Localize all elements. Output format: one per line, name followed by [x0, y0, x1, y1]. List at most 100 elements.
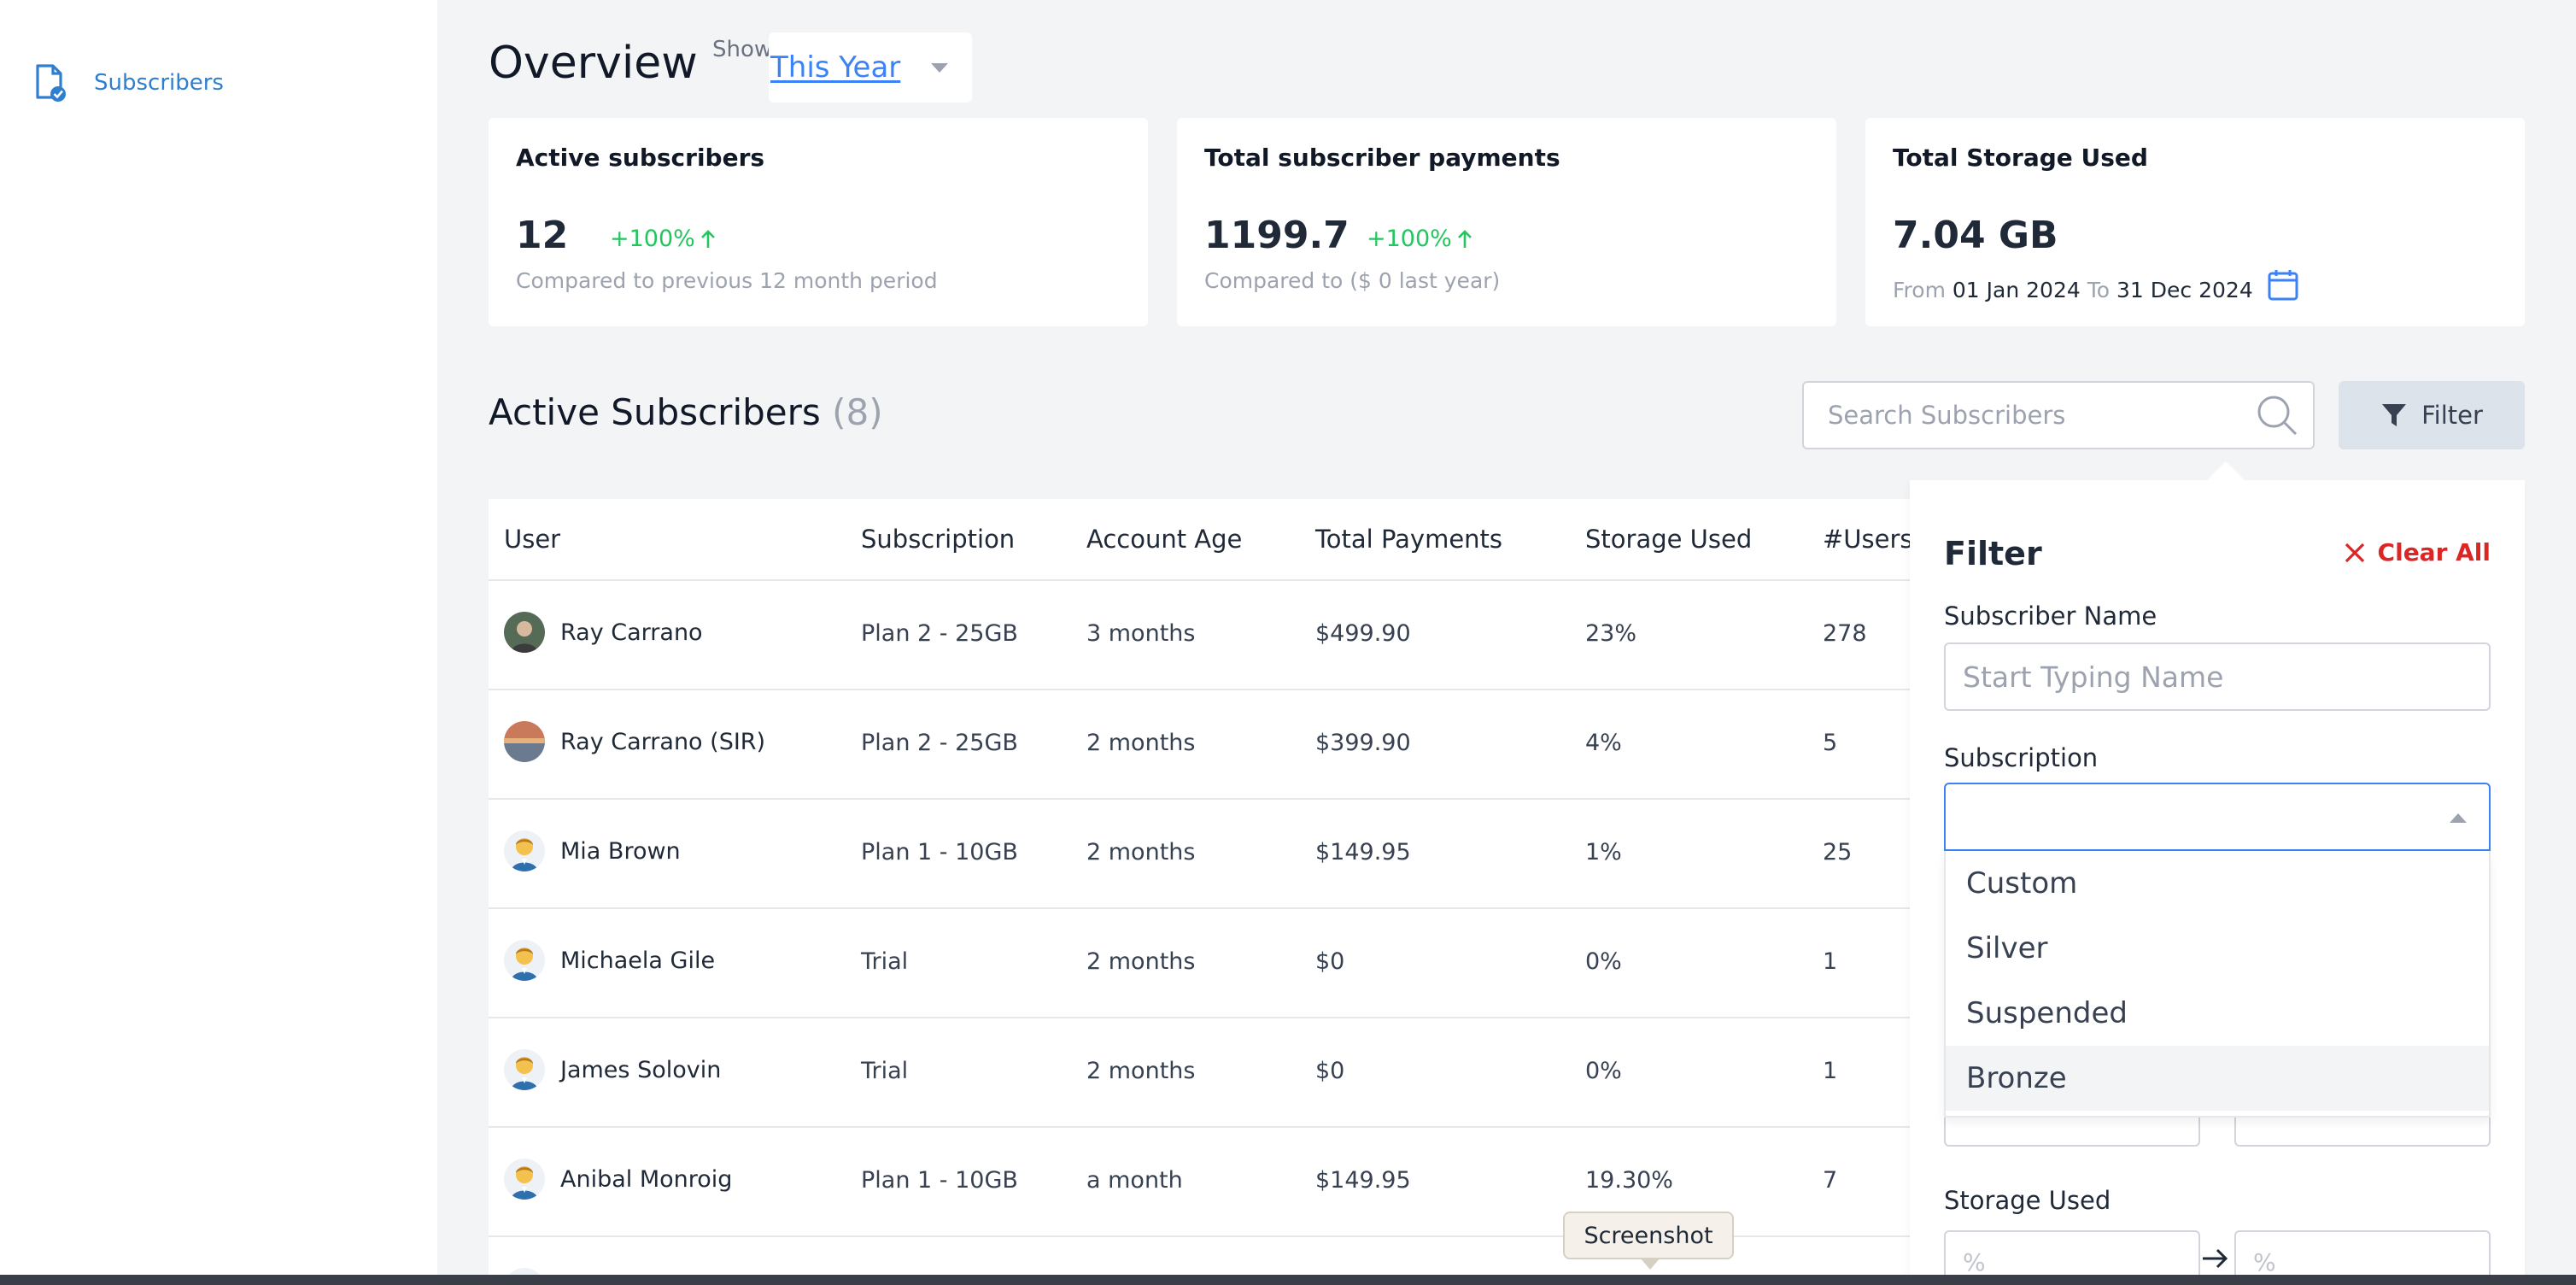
subscription-cell: Plan 1 - 10GB	[861, 839, 1018, 865]
bottom-strip	[0, 1275, 2576, 1285]
avatar	[504, 940, 545, 981]
date-range: From 01 Jan 2024 To 31 Dec 2024	[1893, 268, 2299, 302]
subscription-option[interactable]: Silver	[1966, 931, 2048, 965]
total-payments-cell: $0	[1315, 948, 1345, 975]
from-label: From	[1893, 278, 1946, 302]
table-row[interactable]: James Solovin Trial 2 months $0 0% 1	[489, 1018, 2479, 1128]
to-label: To	[2087, 278, 2111, 302]
table-row[interactable]: Anibal Monroig Plan 1 - 10GB a month $14…	[489, 1128, 2479, 1237]
user-cell: James Solovin	[504, 1049, 721, 1090]
subscription-select[interactable]	[1944, 783, 2491, 851]
card-delta-value: +100%	[1367, 226, 1452, 252]
subscription-option[interactable]: Suspended	[1966, 996, 2128, 1030]
subscription-option[interactable]: Custom	[1966, 866, 2078, 901]
table-row[interactable]: Michaela Gile Trial 2 months $0 0% 1	[489, 909, 2479, 1018]
column-header-storage-used[interactable]: Storage Used	[1585, 525, 1753, 554]
storage-used-cell: 23%	[1585, 620, 1637, 647]
card-title: Total subscriber payments	[1204, 144, 1560, 172]
user-name: Mia Brown	[560, 837, 681, 865]
total-payments-card: Total subscriber payments 1199.7 +100% C…	[1177, 118, 1836, 326]
storage-used-cell: 1%	[1585, 839, 1622, 865]
storage-used-cell: 19.30%	[1585, 1167, 1673, 1194]
table-row[interactable]: Ray Carrano Plan 2 - 25GB 3 months $499.…	[489, 581, 2479, 690]
search-icon[interactable]	[2255, 393, 2299, 437]
tooltip-pointer	[1640, 1258, 1660, 1270]
period-select-value: This Year	[770, 50, 901, 85]
avatar	[504, 721, 545, 762]
users-count-cell: 278	[1823, 620, 1867, 647]
filter-panel-pointer	[2207, 461, 2245, 480]
calendar-icon[interactable]	[2267, 268, 2299, 302]
to-date: 31 Dec 2024	[2116, 278, 2253, 302]
card-note: Compared to ($ 0 last year)	[1204, 268, 1501, 293]
account-age-cell: 2 months	[1086, 1058, 1196, 1084]
arrow-right-icon	[2203, 1248, 2228, 1269]
user-name: Ray Carrano (SIR)	[560, 728, 766, 755]
subscription-label: Subscription	[1944, 743, 2099, 772]
screenshot-tooltip: Screenshot	[1563, 1212, 1734, 1259]
filter-panel: Filter Clear All Subscriber Name Subscri…	[1910, 480, 2525, 1285]
subscription-cell: Plan 1 - 10GB	[861, 1167, 1018, 1194]
card-value: 1199.7	[1204, 214, 1349, 257]
table-row[interactable]: Ray Carrano (SIR) Plan 2 - 25GB 2 months…	[489, 690, 2479, 800]
user-name: Ray Carrano	[560, 619, 703, 646]
total-payments-cell: $149.95	[1315, 1167, 1411, 1194]
card-title: Active subscribers	[516, 144, 765, 172]
filter-button[interactable]: Filter	[2339, 381, 2525, 449]
column-header-account-age[interactable]: Account Age	[1086, 525, 1243, 554]
column-header-user[interactable]: User	[504, 525, 561, 554]
avatar	[504, 830, 545, 871]
avatar-placeholder-icon	[504, 830, 545, 871]
subscription-option[interactable]: Bronze	[1946, 1046, 2489, 1111]
column-header-users[interactable]: #Users	[1823, 525, 1913, 554]
card-note: Compared to previous 12 month period	[516, 268, 938, 293]
subscriber-name-input[interactable]	[1944, 642, 2491, 711]
column-header-total-payments[interactable]: Total Payments	[1315, 525, 1503, 554]
avatar-placeholder-icon	[504, 1159, 545, 1200]
chevron-down-icon	[931, 63, 948, 73]
users-count-cell: 7	[1823, 1167, 1838, 1194]
subscription-cell: Plan 2 - 25GB	[861, 730, 1018, 756]
subscription-cell: Plan 2 - 25GB	[861, 620, 1018, 647]
page-title: Overview	[489, 38, 698, 89]
total-payments-cell: $0	[1315, 1058, 1345, 1084]
avatar-placeholder-icon	[504, 940, 545, 981]
active-subscribers-card: Active subscribers 12 +100% Compared to …	[489, 118, 1148, 326]
chevron-up-icon	[2450, 813, 2467, 823]
avatar-photo	[504, 721, 545, 762]
account-age-cell: 2 months	[1086, 948, 1196, 975]
avatar	[504, 1049, 545, 1090]
total-payments-cell: $499.90	[1315, 620, 1411, 647]
clear-all-label: Clear All	[2377, 538, 2491, 566]
card-value: 7.04 GB	[1893, 214, 2058, 257]
column-header-subscription[interactable]: Subscription	[861, 525, 1016, 554]
search-input[interactable]	[1802, 381, 2315, 449]
card-delta: +100%	[1367, 226, 1472, 252]
user-name: Michaela Gile	[560, 947, 716, 974]
table-header: User Subscription Account Age Total Paym…	[489, 499, 2479, 581]
period-select[interactable]: This Year	[769, 32, 972, 103]
sidebar-item-subscribers[interactable]: Subscribers	[32, 63, 224, 103]
card-title: Total Storage Used	[1893, 144, 2148, 172]
user-cell: Mia Brown	[504, 830, 681, 871]
card-delta-value: +100%	[610, 226, 695, 252]
user-cell: Anibal Monroig	[504, 1159, 732, 1200]
users-count-cell: 5	[1823, 730, 1838, 756]
avatar	[504, 612, 545, 653]
account-age-cell: a month	[1086, 1167, 1183, 1194]
storage-used-label: Storage Used	[1944, 1186, 2111, 1215]
user-cell: Ray Carrano (SIR)	[504, 721, 765, 762]
storage-used-cell: 4%	[1585, 730, 1622, 756]
avatar-photo	[504, 612, 545, 653]
subscriber-count: (8)	[832, 391, 883, 433]
clear-all-button[interactable]: Clear All	[2344, 538, 2491, 566]
sidebar-item-label: Subscribers	[94, 70, 224, 96]
total-payments-cell: $149.95	[1315, 839, 1411, 865]
card-value: 12	[516, 214, 569, 257]
table-row[interactable]: Mia Brown Plan 1 - 10GB 2 months $149.95…	[489, 800, 2479, 909]
filter-button-label: Filter	[2421, 401, 2483, 430]
account-age-cell: 2 months	[1086, 839, 1196, 865]
total-payments-cell: $399.90	[1315, 730, 1411, 756]
storage-used-cell: 0%	[1585, 948, 1622, 975]
close-icon	[2345, 543, 2364, 562]
